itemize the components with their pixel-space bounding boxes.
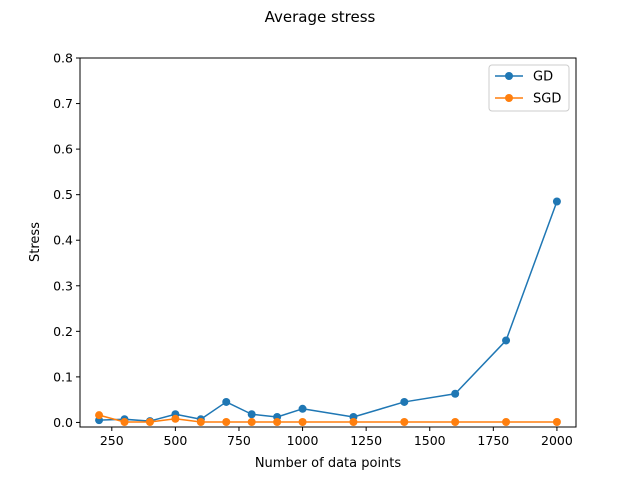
data-point-sgd [298,417,307,426]
series-layer [95,197,561,426]
data-point-gd [552,197,561,206]
data-point-sgd [196,417,205,426]
y-tick-label: 0.0 [53,415,73,430]
data-point-sgd [273,417,282,426]
y-tick-label: 0.4 [53,233,73,248]
data-point-sgd [222,417,231,426]
x-axis: 250 500 750 1000 1250 1500 1750 2000 [100,427,573,448]
data-point-gd [451,389,460,398]
x-tick-label: 1750 [477,433,509,448]
y-tick-label: 0.5 [53,187,73,202]
plot-area [80,58,576,427]
x-tick-label: 500 [163,433,187,448]
x-tick-label: 1250 [350,433,382,448]
data-point-sgd [451,417,460,426]
data-point-sgd [171,414,180,423]
x-tick-label: 250 [100,433,124,448]
data-point-sgd [95,411,104,420]
legend-marker-sgd [505,94,513,102]
legend-label-gd: GD [533,70,553,85]
legend-label-sgd: SGD [533,92,561,107]
data-point-sgd [145,417,154,426]
x-tick-label: 1000 [287,433,319,448]
series-line-gd [99,201,558,422]
series-line-sgd [98,414,557,423]
data-point-sgd [502,417,511,426]
y-tick-label: 0.6 [53,142,73,157]
data-point-sgd [400,417,409,426]
y-tick-label: 0.7 [53,96,73,111]
data-point-gd [247,410,256,419]
x-tick-label: 1500 [414,433,446,448]
data-point-sgd [247,417,256,426]
x-tick-label: 2000 [541,433,573,448]
data-point-sgd [120,417,129,426]
y-tick-label: 0.1 [53,369,73,384]
data-point-sgd [552,417,561,426]
data-point-gd [400,397,409,406]
x-axis-label: Number of data points [255,456,402,471]
y-tick-label: 0.8 [53,51,73,66]
legend: GD SGD [488,64,570,112]
y-tick-label: 0.2 [53,324,73,339]
data-point-gd [298,404,307,413]
y-tick-label: 0.3 [53,278,73,293]
y-axis-label: Stress [28,222,43,262]
y-axis: 0.0 0.1 0.2 0.3 0.4 0.5 0.6 0.7 0.8 [53,51,80,430]
chart-title: Average stress [265,8,376,26]
plot-frame [79,57,577,428]
x-tick-label: 750 [227,433,251,448]
data-point-gd [502,336,511,345]
data-point-sgd [349,417,358,426]
data-point-gd [222,397,231,406]
legend-marker-gd [505,72,513,80]
